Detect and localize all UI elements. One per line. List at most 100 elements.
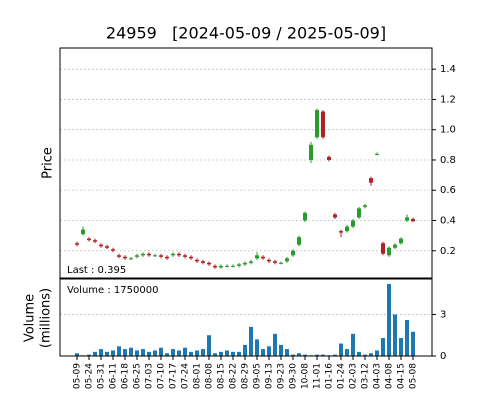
volume-bar [153,350,157,356]
candle-body [243,262,247,265]
x-tick-label: 09-13 [265,363,275,389]
volume-frame [59,278,433,357]
candle-body [279,262,283,264]
volume-bar [279,344,283,356]
volume-bar [111,350,115,356]
x-tick-label: 05-24 [85,363,95,389]
volume-bar [75,353,79,356]
volume-bar [285,349,289,356]
candle-body [345,226,349,232]
volume-bar [381,337,385,356]
y-tick-label: 1.0 [440,125,456,136]
volume-bar [315,354,319,356]
volume-bar [387,283,391,356]
volume-bar [393,314,397,356]
candle-body [291,250,295,256]
volume-tick-label: 0 [440,351,446,362]
candle-body [165,256,169,259]
candle-body [255,255,259,259]
volume-bar [255,339,259,356]
volume-bar [399,337,403,356]
volume-bar [141,349,145,356]
candle-body [405,217,409,221]
candle-body [177,253,181,256]
volume-bar [207,335,211,356]
candle-body [315,110,319,138]
candle-body [219,265,223,268]
x-tick-label: 02-03 [349,363,359,389]
candle-body [369,178,373,183]
volume-bar [135,350,139,356]
candle-body [249,261,253,263]
x-tick-label: 05-09 [73,363,83,389]
volume-bar [195,350,199,356]
candle-body [285,258,289,262]
volume-bar [261,349,265,356]
candle-body [351,220,355,227]
candle-body [309,144,313,160]
volume-bar [105,351,109,356]
x-tick-label: 08-29 [241,363,251,389]
y-tick-label: 0.8 [440,155,456,166]
x-tick-label: 04-15 [397,363,407,389]
x-tick-label: 11-01 [313,363,323,389]
x-tick-label: 07-03 [145,363,155,389]
chart-title: 24959 [2024-05-09 / 2025-05-09] [106,24,386,43]
volume-bar [213,353,217,356]
volume-bar [249,326,253,356]
candle-body [321,111,325,138]
volume-bar [93,351,97,356]
volume-bar [273,333,277,356]
candle-body [183,255,187,257]
volume-bar [321,354,325,356]
volume-bar [171,349,175,356]
candle-body [225,265,229,267]
candle-body [207,262,211,265]
y-axis-label: Price [41,147,56,179]
candle-body [261,256,265,259]
x-tick-label: 10-08 [301,363,311,389]
volume-bar [189,351,193,356]
volume-bar [99,349,103,356]
volume-bar [237,351,241,356]
volume-bar [159,347,163,356]
candle-body [93,240,97,242]
x-tick-label: 09-05 [253,363,263,389]
volume-bar [375,350,379,356]
x-tick-label: 06-25 [133,363,143,389]
candle-body [159,255,163,257]
candle-body [411,218,415,222]
x-tick-label: 05-08 [409,363,419,389]
y-tick-label: 1.4 [440,64,456,75]
candle-body [135,255,139,257]
volume-bar [231,351,235,356]
candle-body [393,244,397,248]
candle-body [99,244,103,247]
candle-body [327,156,331,160]
y-tick-label: 0.6 [440,185,456,196]
candle-body [339,231,343,233]
volume-bar [345,349,349,356]
volume-bar [291,354,295,356]
candle-body [147,253,151,256]
candle-body [141,253,145,256]
candle-body [357,208,361,218]
candle-body [111,249,115,251]
volume-bar [147,351,151,356]
candle-body [333,214,337,218]
x-tick-label: 07-17 [169,363,179,389]
volume-bar [219,351,223,356]
x-tick-label: 07-10 [157,363,167,389]
candle-body [153,255,157,257]
candle-body [105,246,109,248]
candle-body [195,259,199,262]
volume-axis-label: Volume [23,294,38,342]
candle-body [123,256,127,259]
x-tick-label: 08-15 [217,363,227,389]
candle-body [87,238,91,241]
volume-bar [123,349,127,356]
volume-tick-label: 3 [440,309,446,320]
last-label: Last : 0.395 [67,265,126,276]
x-tick-label: 04-03 [373,363,383,389]
